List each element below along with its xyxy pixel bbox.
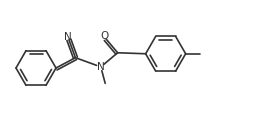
Text: N: N: [97, 62, 105, 72]
Text: O: O: [101, 31, 109, 41]
Text: N: N: [64, 33, 72, 42]
